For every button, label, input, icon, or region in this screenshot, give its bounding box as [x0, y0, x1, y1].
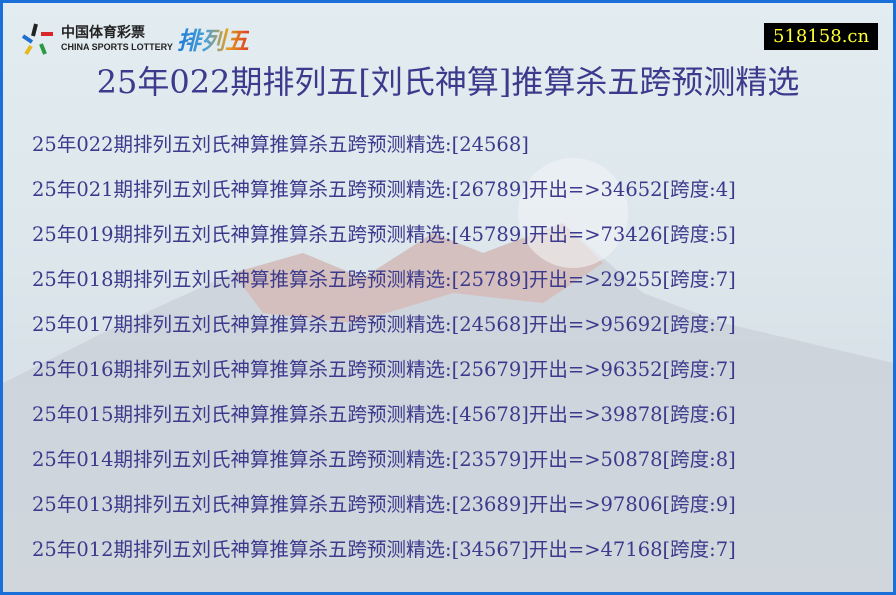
list-item: 25年015期排列五刘氏神算推算杀五跨预测精选:[45678]开出=>39878…	[32, 403, 736, 426]
prediction-list: 25年022期排列五刘氏神算推算杀五跨预测精选:[24568] 25年021期排…	[32, 129, 736, 579]
page-title: 25年022期排列五[刘氏神算]推算杀五跨预测精选	[96, 63, 800, 101]
list-item: 25年019期排列五刘氏神算推算杀五跨预测精选:[45789]开出=>73426…	[32, 223, 736, 246]
site-badge: 518158.cn	[764, 23, 879, 50]
mountain-background	[3, 158, 893, 592]
list-item: 25年018期排列五刘氏神算推算杀五跨预测精选:[25789]开出=>29255…	[32, 268, 736, 291]
china-sports-lottery-logo: 中国体育彩票 CHINA SPORTS LOTTERY 排列五	[21, 21, 249, 56]
list-item: 25年021期排列五刘氏神算推算杀五跨预测精选:[26789]开出=>34652…	[32, 178, 736, 201]
list-item: 25年012期排列五刘氏神算推算杀五跨预测精选:[34567]开出=>47168…	[32, 538, 736, 561]
lottery-star-icon	[21, 23, 53, 55]
list-item: 25年013期排列五刘氏神算推算杀五跨预测精选:[23689]开出=>97806…	[32, 493, 736, 516]
logo-chinese: 中国体育彩票	[61, 24, 145, 41]
logo-english: CHINA SPORTS LOTTERY	[61, 41, 173, 52]
list-item: 25年017期排列五刘氏神算推算杀五跨预测精选:[24568]开出=>95692…	[32, 313, 736, 336]
list-item: 25年016期排列五刘氏神算推算杀五跨预测精选:[25679]开出=>96352…	[32, 358, 736, 381]
logo-game-name: 排列五	[177, 21, 249, 56]
list-item: 25年022期排列五刘氏神算推算杀五跨预测精选:[24568]	[32, 133, 529, 156]
list-item: 25年014期排列五刘氏神算推算杀五跨预测精选:[23579]开出=>50878…	[32, 448, 736, 471]
